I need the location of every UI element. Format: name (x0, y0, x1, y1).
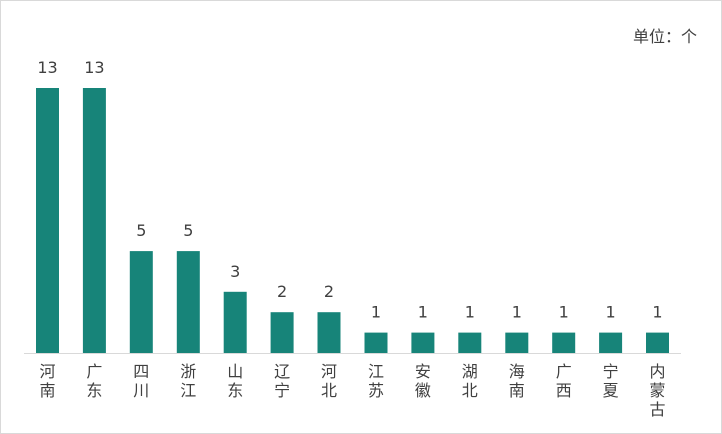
category-label-12: 宁夏 (603, 362, 619, 400)
category-label-2: 四川 (133, 362, 149, 400)
bar-9 (458, 332, 482, 353)
data-label-9: 1 (465, 303, 475, 322)
data-label-6: 2 (324, 282, 334, 301)
bar-7 (364, 332, 388, 353)
bar-6 (317, 312, 341, 353)
category-label-8: 安徽 (415, 362, 431, 400)
data-label-8: 1 (418, 303, 428, 322)
bar-13 (646, 332, 669, 353)
bar-3 (176, 251, 200, 353)
data-label-1: 13 (84, 58, 104, 77)
data-label-0: 13 (37, 58, 57, 77)
category-label-5: 辽宁 (274, 362, 290, 400)
data-label-11: 1 (559, 303, 569, 322)
data-label-5: 2 (277, 282, 287, 301)
category-label-4: 山东 (227, 362, 243, 400)
category-label-1: 广东 (86, 362, 102, 400)
bar-4 (223, 291, 247, 353)
data-label-13: 1 (652, 303, 662, 322)
category-label-13: 内蒙古 (649, 362, 665, 419)
category-label-0: 河南 (39, 362, 55, 400)
unit-label: 单位：个 (632, 27, 697, 46)
category-label-9: 湖北 (462, 362, 478, 400)
bar-2 (129, 251, 153, 353)
data-label-7: 1 (371, 303, 381, 322)
bar-5 (270, 312, 294, 353)
bar-10 (505, 332, 529, 353)
bar-1 (82, 88, 106, 353)
category-label-7: 江苏 (368, 362, 384, 400)
category-label-6: 河北 (321, 362, 337, 400)
data-label-3: 5 (183, 221, 193, 240)
category-label-3: 浙江 (180, 362, 196, 400)
data-label-4: 3 (230, 262, 240, 281)
bar-12 (599, 332, 623, 353)
data-label-10: 1 (512, 303, 522, 322)
category-label-10: 海南 (509, 362, 525, 400)
category-label-11: 广西 (556, 362, 572, 400)
data-label-12: 1 (606, 303, 616, 322)
data-label-2: 5 (136, 221, 146, 240)
bar-8 (411, 332, 435, 353)
bar-0 (36, 88, 59, 353)
bar-11 (552, 332, 576, 353)
